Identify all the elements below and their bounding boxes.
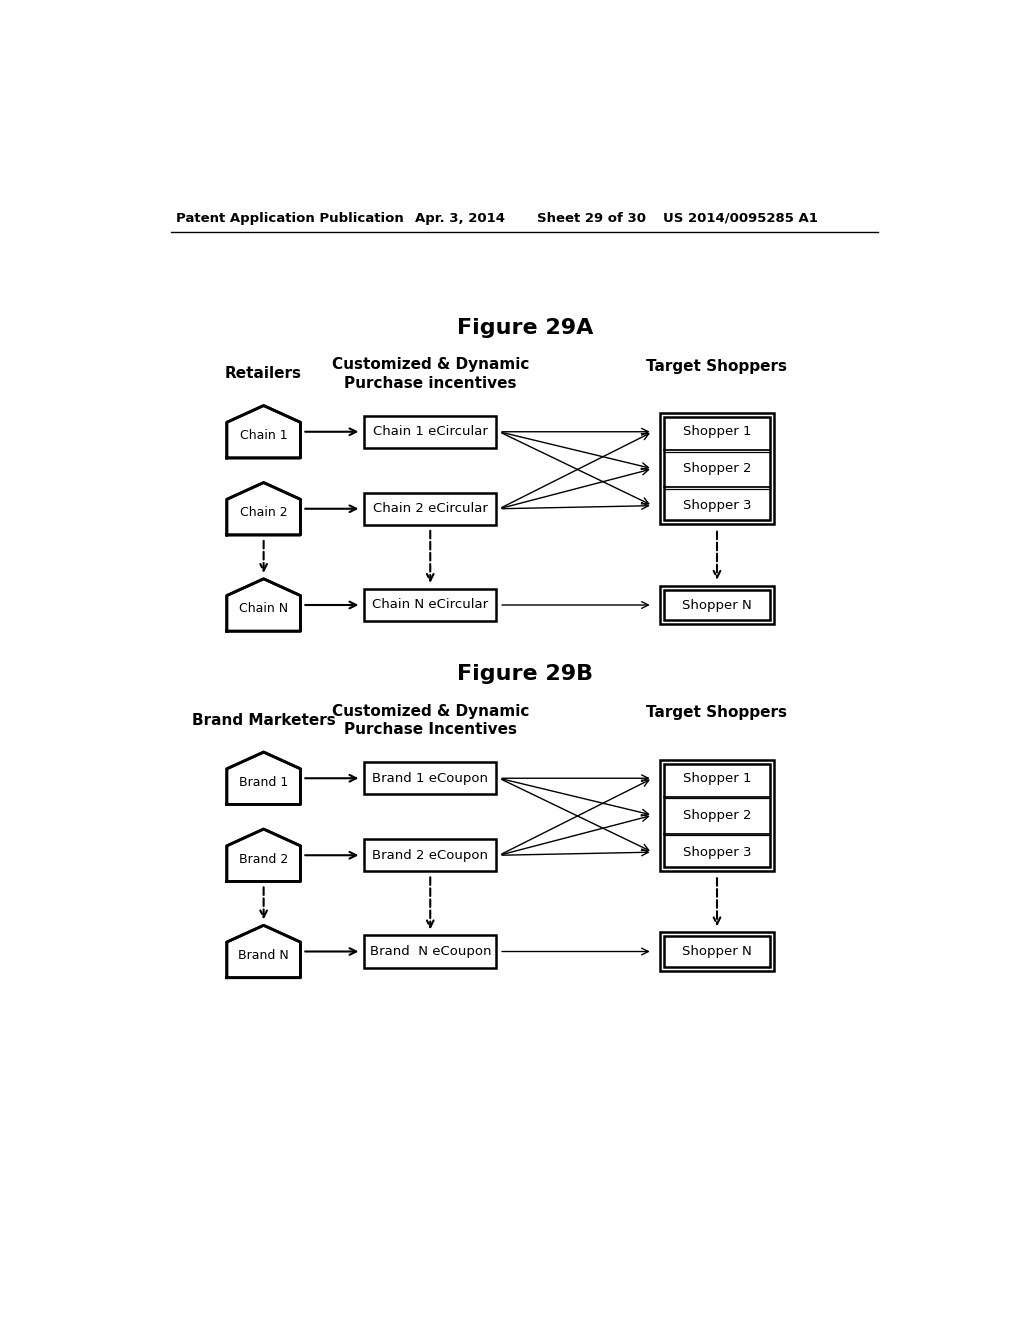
Text: Brand  N eCoupon: Brand N eCoupon xyxy=(370,945,490,958)
Text: Brand 1: Brand 1 xyxy=(239,776,288,788)
Bar xyxy=(365,840,496,871)
Text: Brand 2 eCoupon: Brand 2 eCoupon xyxy=(373,849,488,862)
Text: Shopper 2: Shopper 2 xyxy=(683,809,752,822)
Polygon shape xyxy=(226,829,300,882)
Bar xyxy=(664,936,770,966)
Text: Target Shoppers: Target Shoppers xyxy=(646,705,787,721)
Text: Chain 1 eCircular: Chain 1 eCircular xyxy=(373,425,487,438)
Text: Retailers: Retailers xyxy=(225,367,302,381)
Bar xyxy=(659,586,774,624)
Text: Figure 29B: Figure 29B xyxy=(457,664,593,684)
Text: Chain 2: Chain 2 xyxy=(240,506,288,519)
Text: Shopper 3: Shopper 3 xyxy=(683,499,752,512)
Text: Patent Application Publication: Patent Application Publication xyxy=(176,213,403,224)
Text: Shopper N: Shopper N xyxy=(682,945,752,958)
Text: Shopper 3: Shopper 3 xyxy=(683,846,752,859)
Text: US 2014/0095285 A1: US 2014/0095285 A1 xyxy=(663,213,817,224)
Bar xyxy=(365,492,496,525)
Text: Chain N: Chain N xyxy=(239,602,288,615)
Polygon shape xyxy=(226,483,300,535)
Polygon shape xyxy=(226,752,300,804)
Text: Brand 1 eCoupon: Brand 1 eCoupon xyxy=(373,772,488,785)
Text: Brand 2: Brand 2 xyxy=(239,853,288,866)
Bar xyxy=(365,416,496,447)
Bar xyxy=(664,417,770,520)
Text: Chain 1: Chain 1 xyxy=(240,429,288,442)
Bar xyxy=(659,760,774,871)
Text: Brand Marketers: Brand Marketers xyxy=(191,713,336,729)
Text: Shopper 1: Shopper 1 xyxy=(683,772,752,785)
Text: Chain 2 eCircular: Chain 2 eCircular xyxy=(373,502,487,515)
Bar xyxy=(365,936,496,968)
Bar xyxy=(365,762,496,795)
Text: Customized & Dynamic
Purchase incentives: Customized & Dynamic Purchase incentives xyxy=(332,358,529,391)
Text: Customized & Dynamic
Purchase Incentives: Customized & Dynamic Purchase Incentives xyxy=(332,704,529,738)
Bar xyxy=(659,932,774,970)
Bar xyxy=(664,763,770,867)
Text: Shopper N: Shopper N xyxy=(682,598,752,611)
Text: Apr. 3, 2014: Apr. 3, 2014 xyxy=(415,213,505,224)
Text: Chain N eCircular: Chain N eCircular xyxy=(372,598,488,611)
Text: Shopper 2: Shopper 2 xyxy=(683,462,752,475)
Polygon shape xyxy=(226,578,300,631)
Text: Sheet 29 of 30: Sheet 29 of 30 xyxy=(538,213,646,224)
Text: Target Shoppers: Target Shoppers xyxy=(646,359,787,374)
Bar xyxy=(365,589,496,622)
Polygon shape xyxy=(226,925,300,978)
Text: Shopper 1: Shopper 1 xyxy=(683,425,752,438)
Bar xyxy=(659,413,774,524)
Text: Figure 29A: Figure 29A xyxy=(457,318,593,338)
Text: Brand N: Brand N xyxy=(239,949,289,962)
Polygon shape xyxy=(226,405,300,458)
Bar xyxy=(664,590,770,620)
